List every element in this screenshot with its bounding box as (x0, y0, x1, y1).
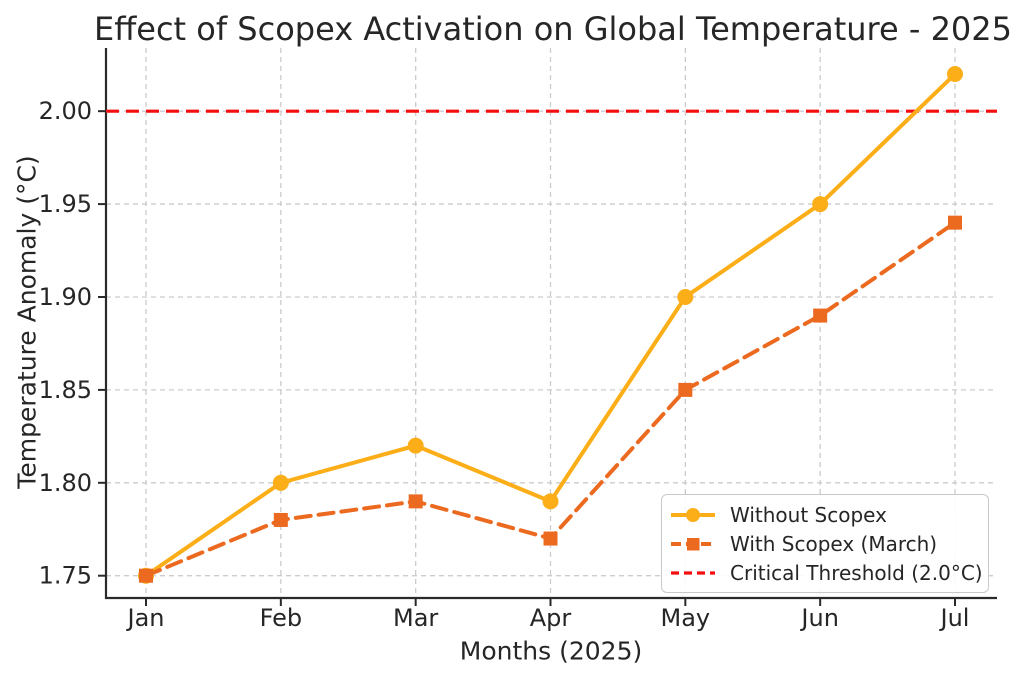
without-scopex-line-circle-icon (670, 505, 716, 525)
marker-with-scopex-march (813, 308, 828, 323)
chart-title: Effect of Scopex Activation on Global Te… (94, 10, 1012, 48)
marker-without-scopex (407, 437, 424, 454)
marker-without-scopex (947, 66, 963, 83)
legend-label-critical-threshold: Critical Threshold (2.0°C) (730, 560, 983, 585)
marker-with-scopex-march (273, 512, 288, 527)
x-tick-label: Mar (393, 604, 438, 632)
marker-with-scopex-march (678, 382, 693, 397)
marker-without-scopex (677, 288, 694, 305)
swatch-canvas (671, 570, 715, 575)
y-tick-label: 1.80 (39, 469, 92, 497)
x-tick-label: May (661, 604, 711, 632)
marker-without-scopex (542, 493, 559, 510)
x-axis-label: Months (2025) (459, 636, 643, 666)
marker-with-scopex-march (543, 531, 558, 546)
marker-with-scopex-march (408, 494, 423, 509)
legend-item-critical-threshold: Critical Threshold (2.0°C) (670, 559, 983, 586)
y-tick-label: 1.75 (39, 562, 92, 590)
critical-threshold-dashed-line-icon (670, 563, 716, 583)
legend: Without Scopex With Scopex (March) Criti… (661, 494, 989, 593)
y-tick-label: 1.85 (39, 376, 92, 404)
legend-item-with-scopex: With Scopex (March) (670, 530, 976, 557)
y-tick-label: 1.90 (39, 283, 92, 311)
x-tick-label: Feb (260, 604, 303, 632)
legend-label-without-scopex: Without Scopex (730, 502, 887, 527)
swatch-circle-marker (686, 507, 700, 522)
y-axis-label: Temperature Anomaly (°C) (12, 155, 42, 489)
swatch-canvas (671, 507, 715, 522)
legend-item-without-scopex: Without Scopex (670, 501, 976, 528)
legend-label-with-scopex: With Scopex (March) (730, 531, 938, 556)
marker-with-scopex-march (948, 215, 962, 230)
x-tick-label: Jun (799, 604, 839, 632)
marker-with-scopex-march (139, 568, 153, 583)
marker-without-scopex (812, 196, 829, 213)
marker-without-scopex (272, 474, 289, 491)
x-tick-label: Jan (126, 604, 165, 632)
x-tick-label: Jul (939, 604, 970, 632)
swatch-square-marker (687, 537, 700, 550)
with-scopex-line-square-icon (670, 534, 716, 554)
y-tick-label: 1.95 (39, 190, 92, 218)
swatch-canvas (671, 537, 715, 550)
x-tick-label: Apr (530, 604, 572, 632)
y-tick-label: 2.00 (39, 97, 92, 125)
